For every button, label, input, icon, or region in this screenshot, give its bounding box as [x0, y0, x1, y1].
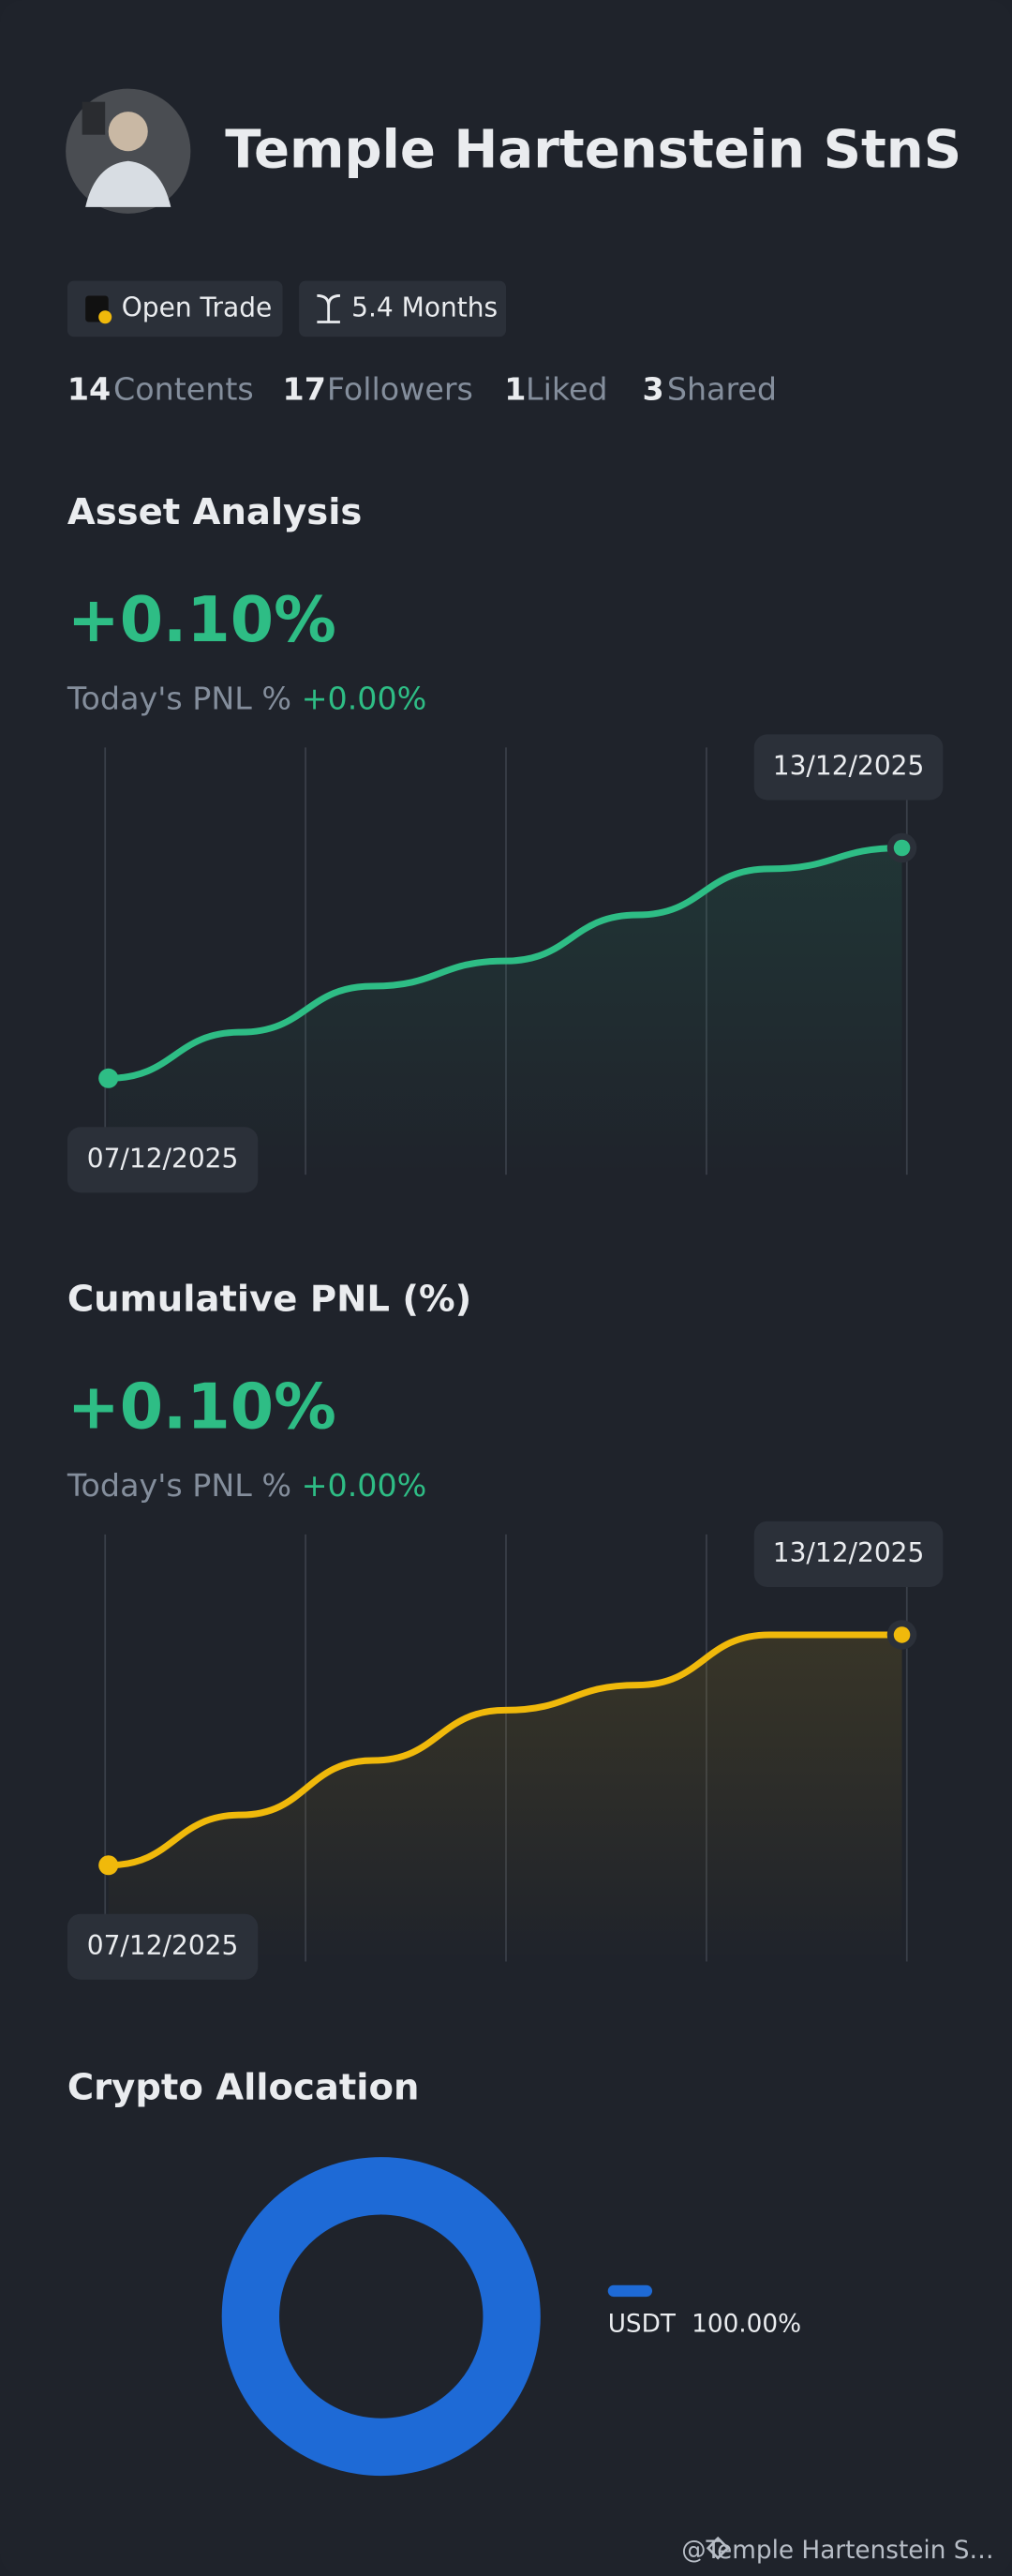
area [108, 847, 902, 1176]
date-tag [67, 1913, 259, 1980]
stat-label: Contents [113, 371, 254, 408]
today-pnl-value: +0.00% [302, 680, 427, 716]
stat-value: 17 [283, 371, 326, 408]
legend-label: USDT [608, 2310, 677, 2338]
start-date: 07/12/2025 [87, 1930, 239, 1961]
legend-swatch [607, 2284, 653, 2298]
date-tag [753, 734, 944, 801]
footer-icon [706, 2536, 730, 2560]
badge-icon [85, 295, 112, 324]
end-point [893, 839, 911, 857]
start-point [98, 1855, 119, 1876]
badge [299, 280, 506, 337]
end-point [893, 1626, 911, 1643]
end-date: 13/12/2025 [773, 1537, 925, 1568]
today-pnl: Today's PNL % +0.00% [67, 1467, 426, 1504]
legend-value: 100.00% [692, 2310, 801, 2338]
stat-value: 1 [504, 371, 526, 408]
section-title: Asset Analysis [67, 491, 362, 533]
area [108, 1634, 902, 1962]
badge-icon [317, 294, 340, 323]
donut-segment [221, 2157, 541, 2477]
section-title: Crypto Allocation [67, 2067, 420, 2109]
line [105, 844, 906, 1082]
stat-label: Liked [526, 371, 608, 408]
today-pnl-label: Today's PNL % [67, 680, 291, 716]
start-date: 07/12/2025 [87, 1143, 239, 1174]
footer: @Temple Hartenstein S… [681, 2537, 993, 2565]
stat-label: Shared [667, 371, 777, 408]
end-date: 13/12/2025 [773, 750, 925, 781]
today-pnl-value: +0.00% [302, 1467, 427, 1504]
start-point [98, 1068, 119, 1088]
stat-value: 3 [643, 371, 664, 408]
headline-value: +0.10% [67, 583, 336, 656]
stat-value: 14 [67, 371, 111, 408]
line [105, 1631, 906, 1869]
date-tag [753, 1520, 944, 1587]
avatar [66, 88, 191, 214]
section-title: Cumulative PNL (%) [67, 1279, 471, 1321]
today-pnl: Today's PNL % +0.00% [67, 680, 426, 716]
date-tag [67, 1127, 259, 1193]
badge [67, 280, 283, 337]
badge-text: 5.4 Months [351, 292, 498, 322]
badge-text: Open Trade [122, 292, 273, 322]
headline-value: +0.10% [67, 1370, 336, 1444]
today-pnl-label: Today's PNL % [67, 1467, 291, 1504]
stat-label: Followers [327, 371, 473, 408]
profile-name: Temple Hartenstein StnS [225, 120, 961, 181]
